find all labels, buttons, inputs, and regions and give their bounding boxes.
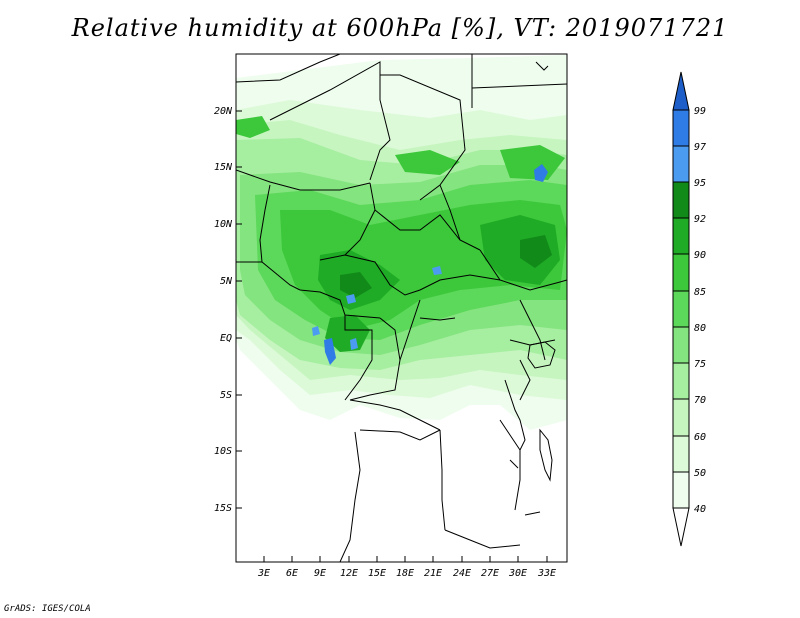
lat-label: 10S bbox=[214, 446, 232, 457]
lat-label: 20N bbox=[214, 106, 233, 117]
colorbar-label: 80 bbox=[694, 323, 706, 334]
colorbar-label: 95 bbox=[694, 178, 706, 189]
lon-label: 24E bbox=[453, 568, 471, 579]
lat-label: 15S bbox=[214, 503, 232, 514]
lat-label: 10N bbox=[214, 219, 233, 230]
lon-label: 6E bbox=[286, 568, 298, 579]
colorbar-segment bbox=[672, 145, 690, 183]
latitude-axis: 20N 15N 10N 5N EQ 5S 10S 15S bbox=[214, 106, 242, 514]
colorbar-label: 85 bbox=[694, 287, 706, 298]
colorbar-top-arrow bbox=[672, 71, 690, 111]
lon-label: 21E bbox=[424, 568, 442, 579]
colorbar-segment bbox=[672, 253, 690, 292]
lat-label: EQ bbox=[220, 333, 232, 344]
lake-outlines bbox=[419, 61, 556, 516]
colorbar-label: 60 bbox=[694, 432, 706, 443]
colorbar-segment bbox=[672, 398, 690, 437]
colorbar-segment bbox=[672, 109, 690, 147]
map-title: Relative humidity at 600hPa [%], VT: 201… bbox=[71, 14, 729, 42]
colorbar-segment bbox=[672, 217, 690, 255]
lon-label: 3E bbox=[257, 568, 270, 579]
colorbar-segment bbox=[672, 290, 690, 328]
footer-credit: GrADS: IGES/COLA bbox=[4, 604, 91, 614]
colorbar-label: 92 bbox=[694, 214, 706, 225]
colorbar-label: 70 bbox=[694, 395, 706, 406]
colorbar-label: 75 bbox=[694, 359, 706, 370]
colorbar-label: 90 bbox=[694, 250, 706, 261]
lon-label: 9E bbox=[314, 568, 326, 579]
colorbar-segment bbox=[672, 471, 690, 509]
colorbar-label: 99 bbox=[694, 106, 706, 117]
colorbar-segment bbox=[672, 181, 690, 219]
lon-label: 33E bbox=[537, 568, 556, 579]
colorbar-segment bbox=[672, 326, 690, 364]
lat-label: 5S bbox=[220, 390, 232, 401]
humidity-field bbox=[236, 55, 567, 430]
longitude-axis: 3E 6E 9E 12E 15E 18E 21E 24E 27E 30E 33E bbox=[257, 556, 556, 579]
lon-label: 27E bbox=[481, 568, 499, 579]
lat-label: 5N bbox=[220, 276, 233, 287]
lon-label: 15E bbox=[368, 568, 386, 579]
colorbar-segment bbox=[672, 362, 690, 400]
colorbar-label: 50 bbox=[694, 468, 706, 479]
colorbar-label: 40 bbox=[694, 504, 706, 515]
lon-label: 30E bbox=[508, 568, 527, 579]
colorbar-label: 97 bbox=[694, 142, 706, 153]
lon-label: 18E bbox=[396, 568, 414, 579]
map-frame bbox=[235, 53, 568, 563]
colorbar-segment bbox=[672, 435, 690, 473]
colorbar-bottom-arrow bbox=[672, 507, 690, 547]
colorbar: 99 97 95 92 90 85 80 75 70 60 50 40 bbox=[672, 71, 706, 547]
lat-label: 15N bbox=[214, 162, 233, 173]
lon-label: 12E bbox=[340, 568, 358, 579]
country-borders bbox=[236, 54, 567, 562]
